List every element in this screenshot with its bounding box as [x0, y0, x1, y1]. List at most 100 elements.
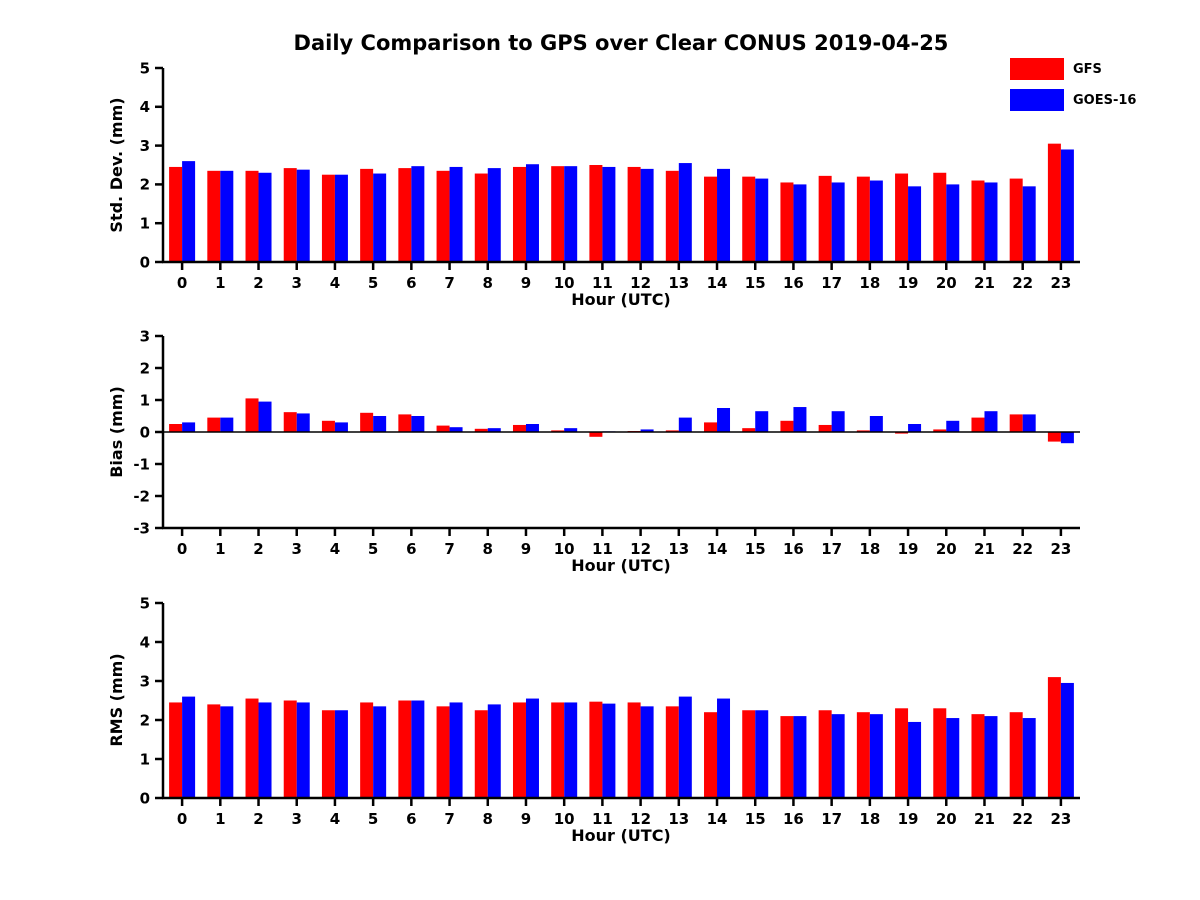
- x-tick-label: 21: [974, 810, 995, 828]
- bar-gfs-h2: [245, 170, 259, 262]
- y-tick-label: 0: [140, 253, 150, 271]
- bar-gfs-h21: [971, 417, 985, 432]
- bar-goes-16-h13: [678, 417, 692, 432]
- bar-goes-16-h21: [984, 182, 998, 262]
- bar-gfs-h11: [589, 165, 603, 262]
- bar-gfs-h6: [398, 414, 412, 432]
- bar-gfs-h20: [933, 172, 947, 262]
- bar-gfs-h5: [360, 412, 374, 432]
- bar-gfs-h15: [742, 176, 756, 262]
- x-tick-label: 0: [177, 540, 187, 558]
- x-tick-label: 22: [1012, 540, 1033, 558]
- x-tick-label: 5: [368, 810, 378, 828]
- x-tick-label: 9: [521, 810, 531, 828]
- bar-gfs-h21: [971, 180, 985, 262]
- bar-goes-16-h16: [793, 184, 807, 262]
- bar-gfs-h12: [627, 702, 641, 798]
- bar-goes-16-h1: [220, 417, 234, 432]
- bar-gfs-h18: [856, 430, 870, 432]
- bar-gfs-h10: [551, 166, 565, 262]
- bar-gfs-h17: [818, 710, 832, 798]
- bar-goes-16-h11: [602, 166, 616, 262]
- bar-goes-16-h9: [525, 424, 539, 432]
- bar-goes-16-h12: [640, 168, 654, 262]
- bar-gfs-h9: [512, 702, 526, 798]
- bar-goes-16-h8: [487, 428, 501, 432]
- bar-goes-16-h22: [1022, 186, 1036, 262]
- bar-gfs-h9: [512, 166, 526, 262]
- x-tick-label: 6: [406, 274, 416, 292]
- bar-goes-16-h3: [296, 169, 310, 262]
- bar-goes-16-h8: [487, 704, 501, 798]
- x-tick-label: 13: [668, 274, 689, 292]
- x-tick-label: 17: [821, 540, 842, 558]
- y-tick-label: 3: [140, 137, 150, 155]
- x-tick-label: 0: [177, 274, 187, 292]
- x-tick-label: 11: [592, 810, 613, 828]
- bar-gfs-h8: [474, 710, 488, 798]
- x-tick-label: 16: [783, 274, 804, 292]
- bar-gfs-h2: [245, 698, 259, 798]
- x-tick-label: 6: [406, 810, 416, 828]
- bar-goes-16-h1: [220, 170, 234, 262]
- bar-goes-16-h6: [411, 416, 425, 432]
- x-tick-label: 1: [215, 274, 225, 292]
- y-tick-label: 0: [140, 423, 150, 441]
- bar-goes-16-h20: [946, 184, 960, 262]
- bar-gfs-h20: [933, 429, 947, 432]
- bar-gfs-h20: [933, 708, 947, 798]
- x-tick-label: 23: [1050, 810, 1071, 828]
- bar-gfs-h0: [169, 702, 183, 798]
- bar-gfs-h14: [704, 712, 718, 798]
- bar-gfs-h13: [665, 430, 679, 432]
- bar-goes-16-h10: [564, 166, 578, 262]
- ylabel-std-dev: Std. Dev. (mm): [107, 97, 126, 232]
- x-tick-label: 1: [215, 540, 225, 558]
- bar-gfs-h18: [856, 712, 870, 798]
- x-tick-label: 9: [521, 274, 531, 292]
- x-tick-label: 22: [1012, 274, 1033, 292]
- bar-goes-16-h5: [373, 706, 387, 798]
- x-tick-label: 3: [292, 540, 302, 558]
- bar-gfs-h12: [627, 166, 641, 262]
- bar-goes-16-h18: [869, 714, 883, 798]
- bar-gfs-h11: [589, 432, 603, 437]
- bar-gfs-h1: [207, 417, 221, 432]
- x-tick-label: 7: [444, 540, 454, 558]
- bar-goes-16-h18: [869, 180, 883, 262]
- bar-goes-16-h15: [755, 178, 769, 262]
- y-tick-label: 4: [140, 633, 150, 651]
- bar-gfs-h15: [742, 428, 756, 432]
- x-tick-label: 23: [1050, 540, 1071, 558]
- bar-goes-16-h17: [831, 411, 845, 432]
- bar-goes-16-h9: [525, 698, 539, 798]
- x-tick-label: 18: [859, 274, 880, 292]
- bar-gfs-h3: [283, 700, 297, 798]
- legend-label-gfs: GFS: [1073, 61, 1102, 77]
- y-tick-label: 4: [140, 98, 150, 116]
- bar-gfs-h13: [665, 706, 679, 798]
- bar-gfs-h6: [398, 168, 412, 262]
- bar-goes-16-h9: [525, 164, 539, 262]
- x-tick-label: 12: [630, 540, 651, 558]
- bar-goes-16-h17: [831, 714, 845, 798]
- bar-goes-16-h10: [564, 702, 578, 798]
- x-tick-label: 2: [253, 810, 263, 828]
- bar-gfs-h16: [780, 182, 794, 262]
- bar-goes-16-h4: [334, 710, 348, 798]
- bar-goes-16-h22: [1022, 718, 1036, 798]
- bar-gfs-h7: [436, 425, 450, 432]
- bar-goes-16-h23: [1060, 682, 1074, 798]
- y-tick-label: 5: [140, 594, 150, 612]
- y-tick-label: 2: [140, 359, 150, 377]
- bar-gfs-h22: [1009, 414, 1023, 432]
- bar-goes-16-h16: [793, 716, 807, 798]
- bar-gfs-h19: [895, 173, 909, 262]
- bar-gfs-h17: [818, 175, 832, 262]
- x-tick-label: 19: [898, 274, 919, 292]
- bar-gfs-h4: [321, 420, 335, 432]
- bar-gfs-h14: [704, 422, 718, 432]
- bar-gfs-h23: [1047, 677, 1061, 798]
